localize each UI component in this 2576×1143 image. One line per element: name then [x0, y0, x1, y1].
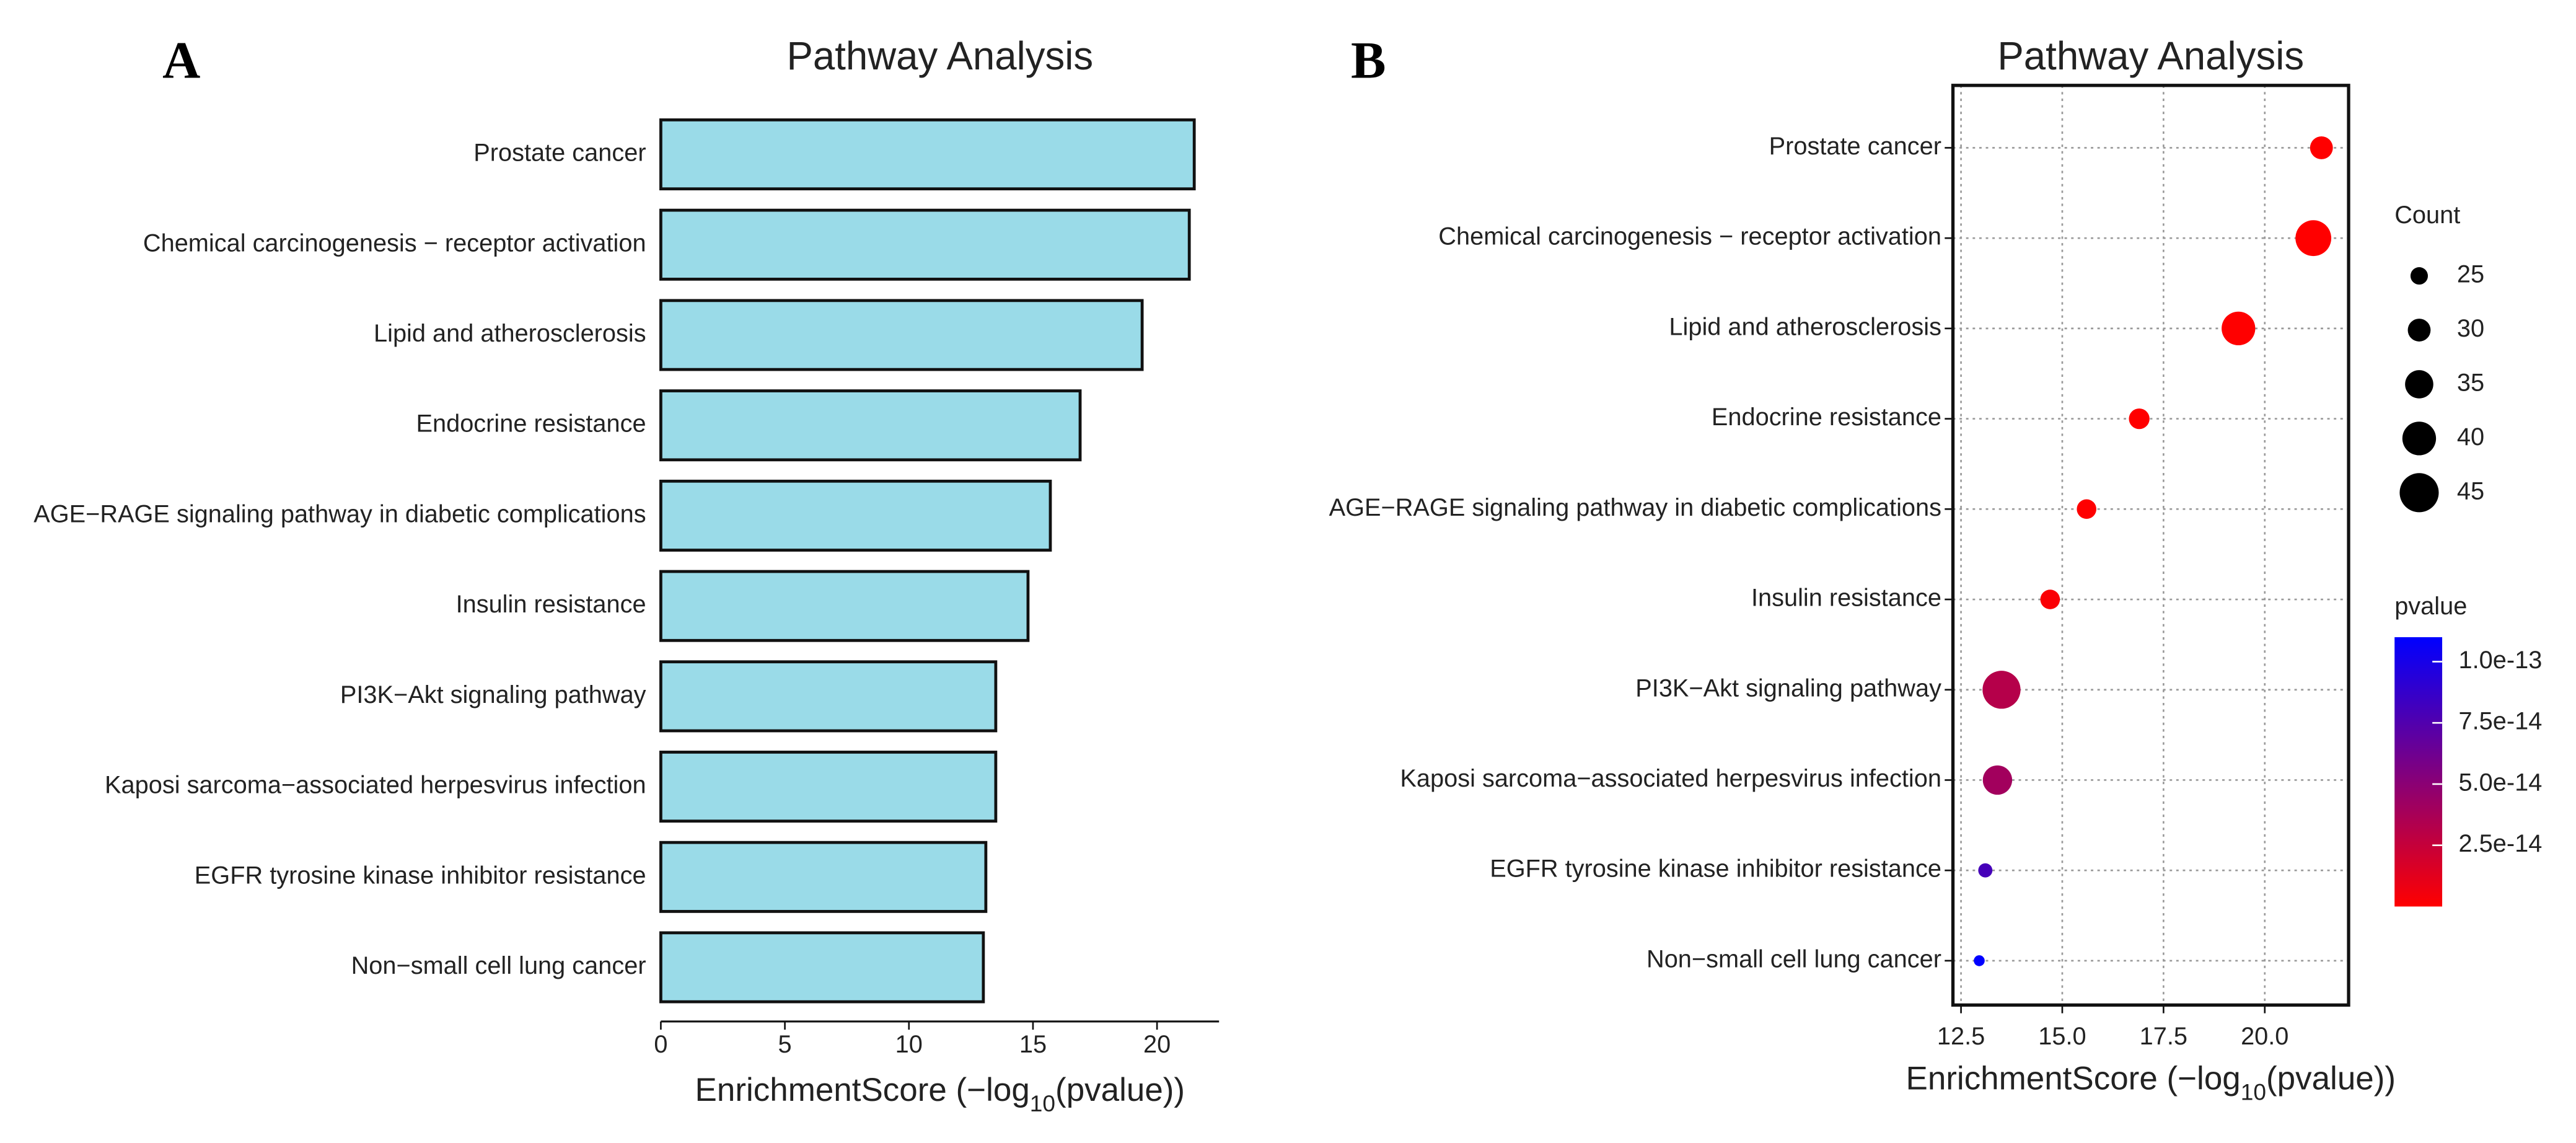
- legend-label: 40: [2457, 423, 2484, 451]
- legend-dot: [2407, 319, 2431, 342]
- x-tick-label: 10: [895, 1031, 923, 1058]
- y-tick-label: Insulin resistance: [1751, 585, 1941, 612]
- y-tick-label: Endocrine resistance: [416, 410, 646, 438]
- legend-label: 45: [2457, 477, 2484, 505]
- bar: [659, 660, 998, 733]
- dot: [1982, 671, 2021, 709]
- x-tick-label: 20.0: [2241, 1023, 2288, 1050]
- bar: [659, 841, 988, 913]
- y-tick-label: Non−small cell lung cancer: [351, 952, 646, 979]
- colorbar-label: 1.0e-13: [2459, 647, 2543, 674]
- x-tick-label: 15.0: [2038, 1023, 2086, 1050]
- colorbar-label: 5.0e-14: [2459, 769, 2543, 796]
- x-tick-label: 0: [654, 1031, 667, 1058]
- y-tick-label: AGE−RAGE signaling pathway in diabetic c…: [33, 500, 646, 527]
- bar: [659, 118, 1196, 191]
- y-tick-label: Prostate cancer: [473, 139, 646, 167]
- y-tick-label: AGE−RAGE signaling pathway in diabetic c…: [1329, 494, 1941, 521]
- dot: [2222, 311, 2256, 346]
- y-tick-label: Lipid and atherosclerosis: [1669, 313, 1941, 340]
- bar: [659, 751, 998, 823]
- x-axis-title: EnrichmentScore (−log10(pvalue)): [1906, 1060, 2396, 1105]
- y-tick-label: Kaposi sarcoma−associated herpesvirus in…: [1400, 765, 1941, 792]
- dot: [1982, 765, 2013, 795]
- chart-title: Pathway Analysis: [1997, 34, 2304, 78]
- legend-label: 35: [2457, 369, 2484, 396]
- y-tick-label: Endocrine resistance: [1712, 404, 1941, 431]
- x-axis-title-part: EnrichmentScore (−log: [695, 1072, 1030, 1108]
- dot: [2077, 499, 2096, 519]
- x-tick-label: 17.5: [2140, 1023, 2187, 1050]
- bar: [659, 570, 1030, 642]
- colorbar: [2394, 637, 2443, 907]
- x-tick-label: 15: [1019, 1031, 1047, 1058]
- x-tick-label: 12.5: [1937, 1023, 1985, 1050]
- legend-dot: [2410, 267, 2428, 285]
- bar: [659, 479, 1052, 552]
- x-tick-label: 20: [1143, 1031, 1171, 1058]
- y-tick-label: PI3K−Akt signaling pathway: [1635, 674, 1941, 702]
- x-axis-title-part: (pvalue)): [1055, 1072, 1185, 1108]
- bar: [659, 208, 1191, 281]
- y-tick-label: Lipid and atherosclerosis: [374, 320, 646, 347]
- y-tick-label: EGFR tyrosine kinase inhibitor resistanc…: [195, 862, 646, 889]
- y-tick-label: Chemical carcinogenesis − receptor activ…: [143, 229, 646, 257]
- bar: [659, 299, 1144, 371]
- dot: [1978, 863, 1993, 878]
- legend-label: 25: [2457, 261, 2484, 288]
- legend-dot: [2399, 473, 2439, 513]
- x-axis-title: EnrichmentScore (−log10(pvalue)): [695, 1072, 1185, 1116]
- chart-title: Pathway Analysis: [786, 34, 1093, 78]
- y-tick-label: PI3K−Akt signaling pathway: [340, 681, 646, 708]
- legend-dot: [2402, 421, 2437, 456]
- dot: [2310, 136, 2333, 159]
- y-tick-label: Non−small cell lung cancer: [1646, 945, 1941, 973]
- dot: [2040, 589, 2060, 609]
- legend-dot: [2405, 370, 2433, 399]
- legend-title: Count: [2394, 201, 2460, 229]
- x-tick-label: 5: [778, 1031, 792, 1058]
- legend-label: 30: [2457, 315, 2484, 342]
- y-tick-label: Kaposi sarcoma−associated herpesvirus in…: [105, 772, 646, 799]
- dot: [1974, 955, 1985, 966]
- y-tick-label: EGFR tyrosine kinase inhibitor resistanc…: [1490, 855, 1941, 883]
- bar: [659, 389, 1082, 462]
- y-tick-label: Chemical carcinogenesis − receptor activ…: [1438, 223, 1941, 250]
- x-axis-title-sub: 10: [1030, 1090, 1055, 1116]
- x-axis-title-part: (pvalue)): [2266, 1060, 2396, 1097]
- plot-frame: [1951, 84, 2350, 1007]
- panel-label: B: [1351, 31, 1386, 89]
- panel-label: A: [162, 31, 200, 89]
- colorbar-label: 7.5e-14: [2459, 708, 2543, 735]
- dot: [2295, 220, 2332, 257]
- y-tick-label: Insulin resistance: [456, 591, 646, 618]
- colorbar-label: 2.5e-14: [2459, 830, 2543, 857]
- bar: [659, 931, 985, 1004]
- legend-title: pvalue: [2394, 593, 2467, 620]
- x-axis-title-sub: 10: [2241, 1079, 2266, 1105]
- y-tick-label: Prostate cancer: [1769, 133, 1941, 160]
- dot: [2129, 408, 2150, 430]
- x-axis-title-part: EnrichmentScore (−log: [1906, 1060, 2241, 1097]
